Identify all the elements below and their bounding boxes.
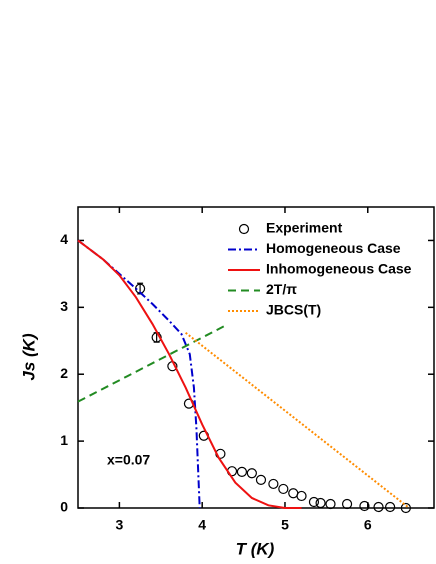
data-point — [296, 490, 307, 502]
data-point — [236, 466, 248, 477]
data-point — [255, 474, 267, 486]
x-tick-label: 3 — [115, 517, 123, 533]
y-tick-label: 1 — [60, 432, 68, 448]
y-axis-label: Js (K) — [19, 333, 38, 381]
data-point — [359, 500, 370, 512]
y-tick-label: 2 — [60, 365, 68, 381]
legend-label: JBCS(T) — [266, 302, 321, 318]
series-line — [77, 323, 228, 403]
data-point — [385, 501, 396, 513]
data-point — [288, 488, 299, 499]
data-point — [400, 502, 411, 514]
legend-label: 2T/π — [266, 281, 297, 297]
series-line — [77, 239, 302, 509]
data-point — [246, 468, 257, 479]
legend-label: Inhomogeneous Case — [266, 261, 412, 277]
data-point — [315, 497, 326, 509]
legend-marker — [238, 223, 250, 235]
legend-label: Homogeneous Case — [266, 240, 401, 256]
x-axis-label: T (K) — [236, 539, 275, 558]
series-line — [77, 239, 201, 509]
data-point — [268, 478, 279, 490]
data-point — [373, 501, 384, 513]
data-point — [308, 496, 320, 508]
x-tick-label: 4 — [198, 517, 206, 533]
series-line — [185, 331, 410, 509]
data-point — [325, 498, 336, 510]
data-point — [278, 483, 289, 495]
x-tick-label: 6 — [364, 517, 372, 533]
y-tick-label: 0 — [60, 499, 68, 515]
y-tick-label: 4 — [60, 231, 68, 247]
annotation: x=0.07 — [107, 452, 150, 468]
y-tick-label: 3 — [60, 298, 68, 314]
x-tick-label: 5 — [281, 517, 289, 533]
plot-frame — [77, 206, 435, 509]
data-point — [341, 498, 353, 510]
legend-label: Experiment — [266, 220, 343, 236]
